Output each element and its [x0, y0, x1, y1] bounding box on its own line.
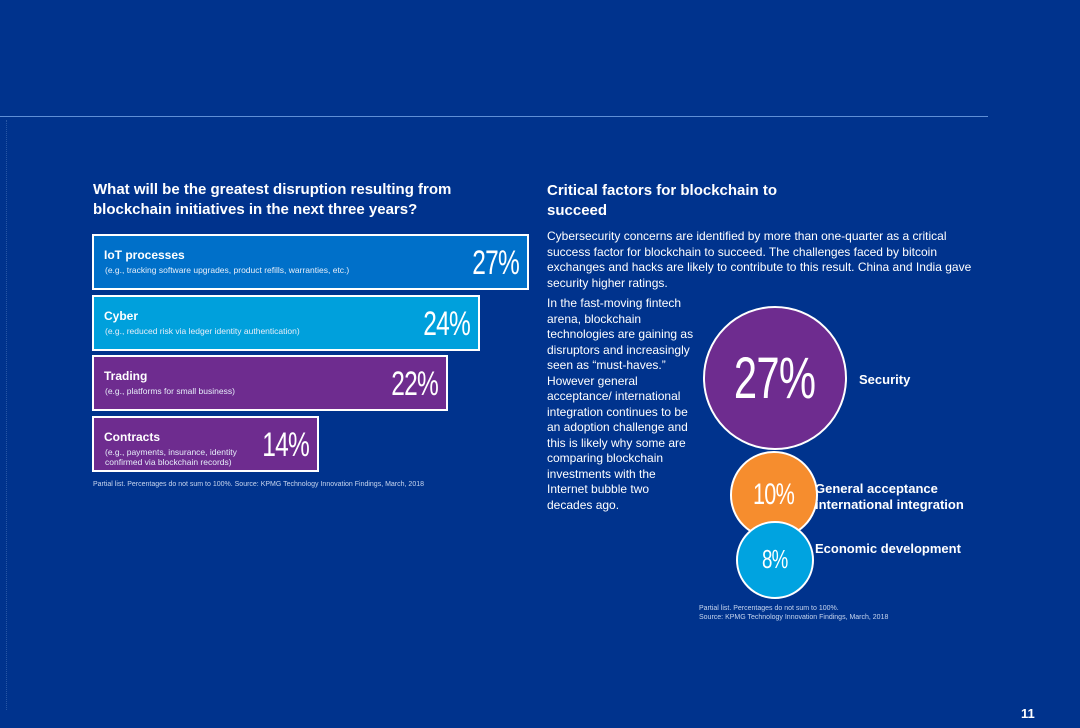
bubble-value-label: 10% [753, 477, 795, 511]
right-panel-title: Critical factors for blockchain to succe… [547, 182, 778, 219]
narrative-paragraph: In the fast-moving fintech arena, blockc… [547, 296, 694, 512]
bar-description: (e.g., tracking software upgrades, produ… [105, 265, 350, 275]
bar-trading: Trading (e.g., platforms for small busin… [92, 355, 449, 411]
bar-description: (e.g., reduced risk via ledger identity … [105, 325, 300, 336]
bar-cyber: Cyber (e.g., reduced risk via ledger ide… [92, 294, 481, 351]
intro-paragraph: Cybersecurity concerns are identified by… [547, 229, 972, 290]
left-chart-footnote: Partial list. Percentages do not sum to … [93, 481, 424, 488]
right-panel-footnote: Partial list. Percentages do not sum to … [699, 604, 888, 622]
bubble-security: 27% [703, 306, 847, 450]
page-number: 11 [1021, 706, 1035, 721]
bar-label: Cyber [104, 308, 139, 323]
bar-iot-processes: IoT processes (e.g., tracking software u… [92, 234, 529, 290]
bar-value-label: 27% [472, 244, 520, 282]
side-margin-note [6, 120, 13, 710]
bubble-label-security: Security [859, 372, 911, 387]
bar-value-label: 24% [423, 304, 472, 343]
footnote-line: Source: KPMG Technology Innovation Findi… [699, 614, 889, 621]
footnote-line: Partial list. Percentages do not sum to … [699, 605, 839, 612]
bar-description: (e.g., platforms for small business) [105, 386, 235, 396]
bar-label: Contracts [104, 429, 161, 444]
left-chart-title: What will be the greatest disruption res… [93, 181, 452, 218]
bubble-label-economic-development: Economic development [815, 541, 961, 556]
bar-value-label: 22% [391, 365, 439, 403]
bar-contracts: Contracts (e.g., payments, insurance, id… [92, 415, 319, 472]
bubble-label-general-acceptance: General acceptance international integra… [815, 481, 964, 512]
bubble-economic-development: 8% [735, 520, 815, 600]
bar-description: (e.g., payments, insurance, identity con… [105, 446, 237, 467]
bubble-value-label: 27% [734, 345, 816, 411]
bar-value-label: 14% [261, 425, 310, 464]
bubble-value-label: 8% [762, 544, 788, 575]
bar-label: IoT processes [104, 248, 185, 262]
bar-label: Trading [104, 369, 148, 383]
header-rule [0, 116, 988, 117]
